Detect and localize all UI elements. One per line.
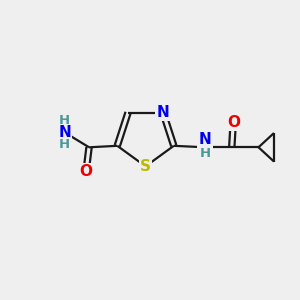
Text: O: O: [227, 115, 240, 130]
Text: N: N: [199, 132, 212, 147]
Text: H: H: [200, 147, 211, 160]
Text: H: H: [59, 114, 70, 127]
Text: O: O: [80, 164, 93, 179]
Text: N: N: [157, 105, 169, 120]
Text: H: H: [59, 138, 70, 151]
Text: N: N: [58, 125, 71, 140]
Text: S: S: [140, 159, 151, 174]
